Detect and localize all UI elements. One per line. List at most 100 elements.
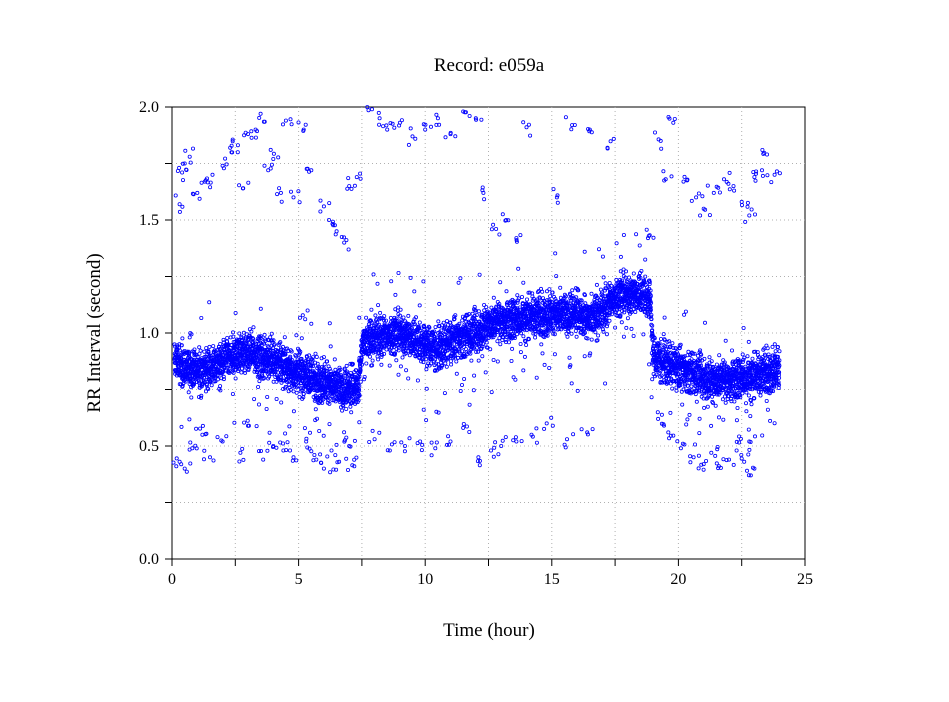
rr-point <box>634 310 637 313</box>
y-tick-label: 1.0 <box>139 325 159 342</box>
rr-point <box>388 364 391 367</box>
rr-point <box>259 307 262 310</box>
rr-point <box>522 369 525 372</box>
rr-point <box>341 409 344 412</box>
rr-point <box>203 350 206 353</box>
rr-point <box>372 273 375 276</box>
rr-point <box>559 286 562 289</box>
rr-point <box>189 441 192 444</box>
rr-point <box>638 244 641 247</box>
rr-point <box>517 297 520 300</box>
rr-point <box>422 408 425 411</box>
rr-point <box>504 340 507 343</box>
rr-point <box>648 363 651 366</box>
rr-point <box>554 252 557 255</box>
rr-point <box>496 340 499 343</box>
rr-point <box>519 342 522 345</box>
rr-point <box>328 322 331 325</box>
rr-point <box>548 288 551 291</box>
rr-point <box>457 281 460 284</box>
rr-point <box>650 396 653 399</box>
rr-point <box>622 233 625 236</box>
rr-point <box>566 335 569 338</box>
rr-point <box>265 407 268 410</box>
rr-point <box>188 418 191 421</box>
rr-point <box>295 391 298 394</box>
rr-point <box>284 432 287 435</box>
rr-point <box>405 369 408 372</box>
rr-point <box>298 316 301 319</box>
x-tick-label: 25 <box>797 571 813 588</box>
rr-point <box>576 389 579 392</box>
rr-point <box>231 331 234 334</box>
rr-point <box>190 396 193 399</box>
rr-point <box>570 382 573 385</box>
rr-point <box>516 294 519 297</box>
rr-point <box>507 341 510 344</box>
rr-point <box>470 359 473 362</box>
rr-point <box>510 347 513 350</box>
rr-point <box>397 271 400 274</box>
y-tick-label: 1.5 <box>139 212 159 229</box>
rr-point <box>425 419 428 422</box>
rr-point <box>635 233 638 236</box>
rr-point <box>490 391 493 394</box>
rr-point <box>604 382 607 385</box>
rr-point <box>208 345 211 348</box>
rr-point <box>301 314 304 317</box>
rr-point <box>371 359 374 362</box>
rr-point <box>345 364 348 367</box>
rr-point <box>365 316 368 319</box>
x-tick-label: 5 <box>295 571 303 588</box>
rr-point <box>379 311 382 314</box>
rr-point <box>199 427 202 430</box>
rr-point <box>484 371 487 374</box>
rr-point <box>304 318 307 321</box>
rr-point <box>459 277 462 280</box>
rr-point <box>219 342 222 345</box>
rr-point <box>328 423 331 426</box>
rr-point <box>288 425 291 428</box>
rr-point <box>252 326 255 329</box>
rr-point <box>522 335 525 338</box>
rr-point <box>306 309 309 312</box>
rr-point <box>525 298 528 301</box>
rr-point <box>368 355 371 358</box>
rr-point <box>358 316 361 319</box>
rr-point <box>275 397 278 400</box>
rr-point <box>478 273 481 276</box>
data-layer <box>172 106 782 478</box>
rr-point <box>402 316 405 319</box>
rr-point <box>303 427 306 430</box>
rr-point <box>409 276 412 279</box>
rr-point <box>199 349 202 352</box>
rr-point <box>499 281 502 284</box>
rr-point <box>485 306 488 309</box>
rr-point <box>583 250 586 253</box>
rr-point <box>516 299 519 302</box>
rr-point <box>445 365 448 368</box>
x-tick-label: 0 <box>168 571 176 588</box>
chart-title: Record: e059a <box>434 55 545 76</box>
rr-point <box>425 387 428 390</box>
rr-point <box>443 392 446 395</box>
rr-point <box>625 326 628 329</box>
rr-point <box>263 333 266 336</box>
rr-point <box>450 363 453 366</box>
rr-point <box>181 337 184 340</box>
rr-point <box>399 365 402 368</box>
rr-point <box>522 281 525 284</box>
rr-point <box>205 347 208 350</box>
rr-point <box>468 403 471 406</box>
rr-point <box>519 351 522 354</box>
rr-point <box>449 360 452 363</box>
rr-point <box>314 408 317 411</box>
rr-point <box>359 380 362 383</box>
rr-point <box>632 334 635 337</box>
rr-point <box>571 289 574 292</box>
rr-point <box>418 321 421 324</box>
rr-point <box>437 320 440 323</box>
rr-point <box>553 353 556 356</box>
rr-point <box>477 310 480 313</box>
